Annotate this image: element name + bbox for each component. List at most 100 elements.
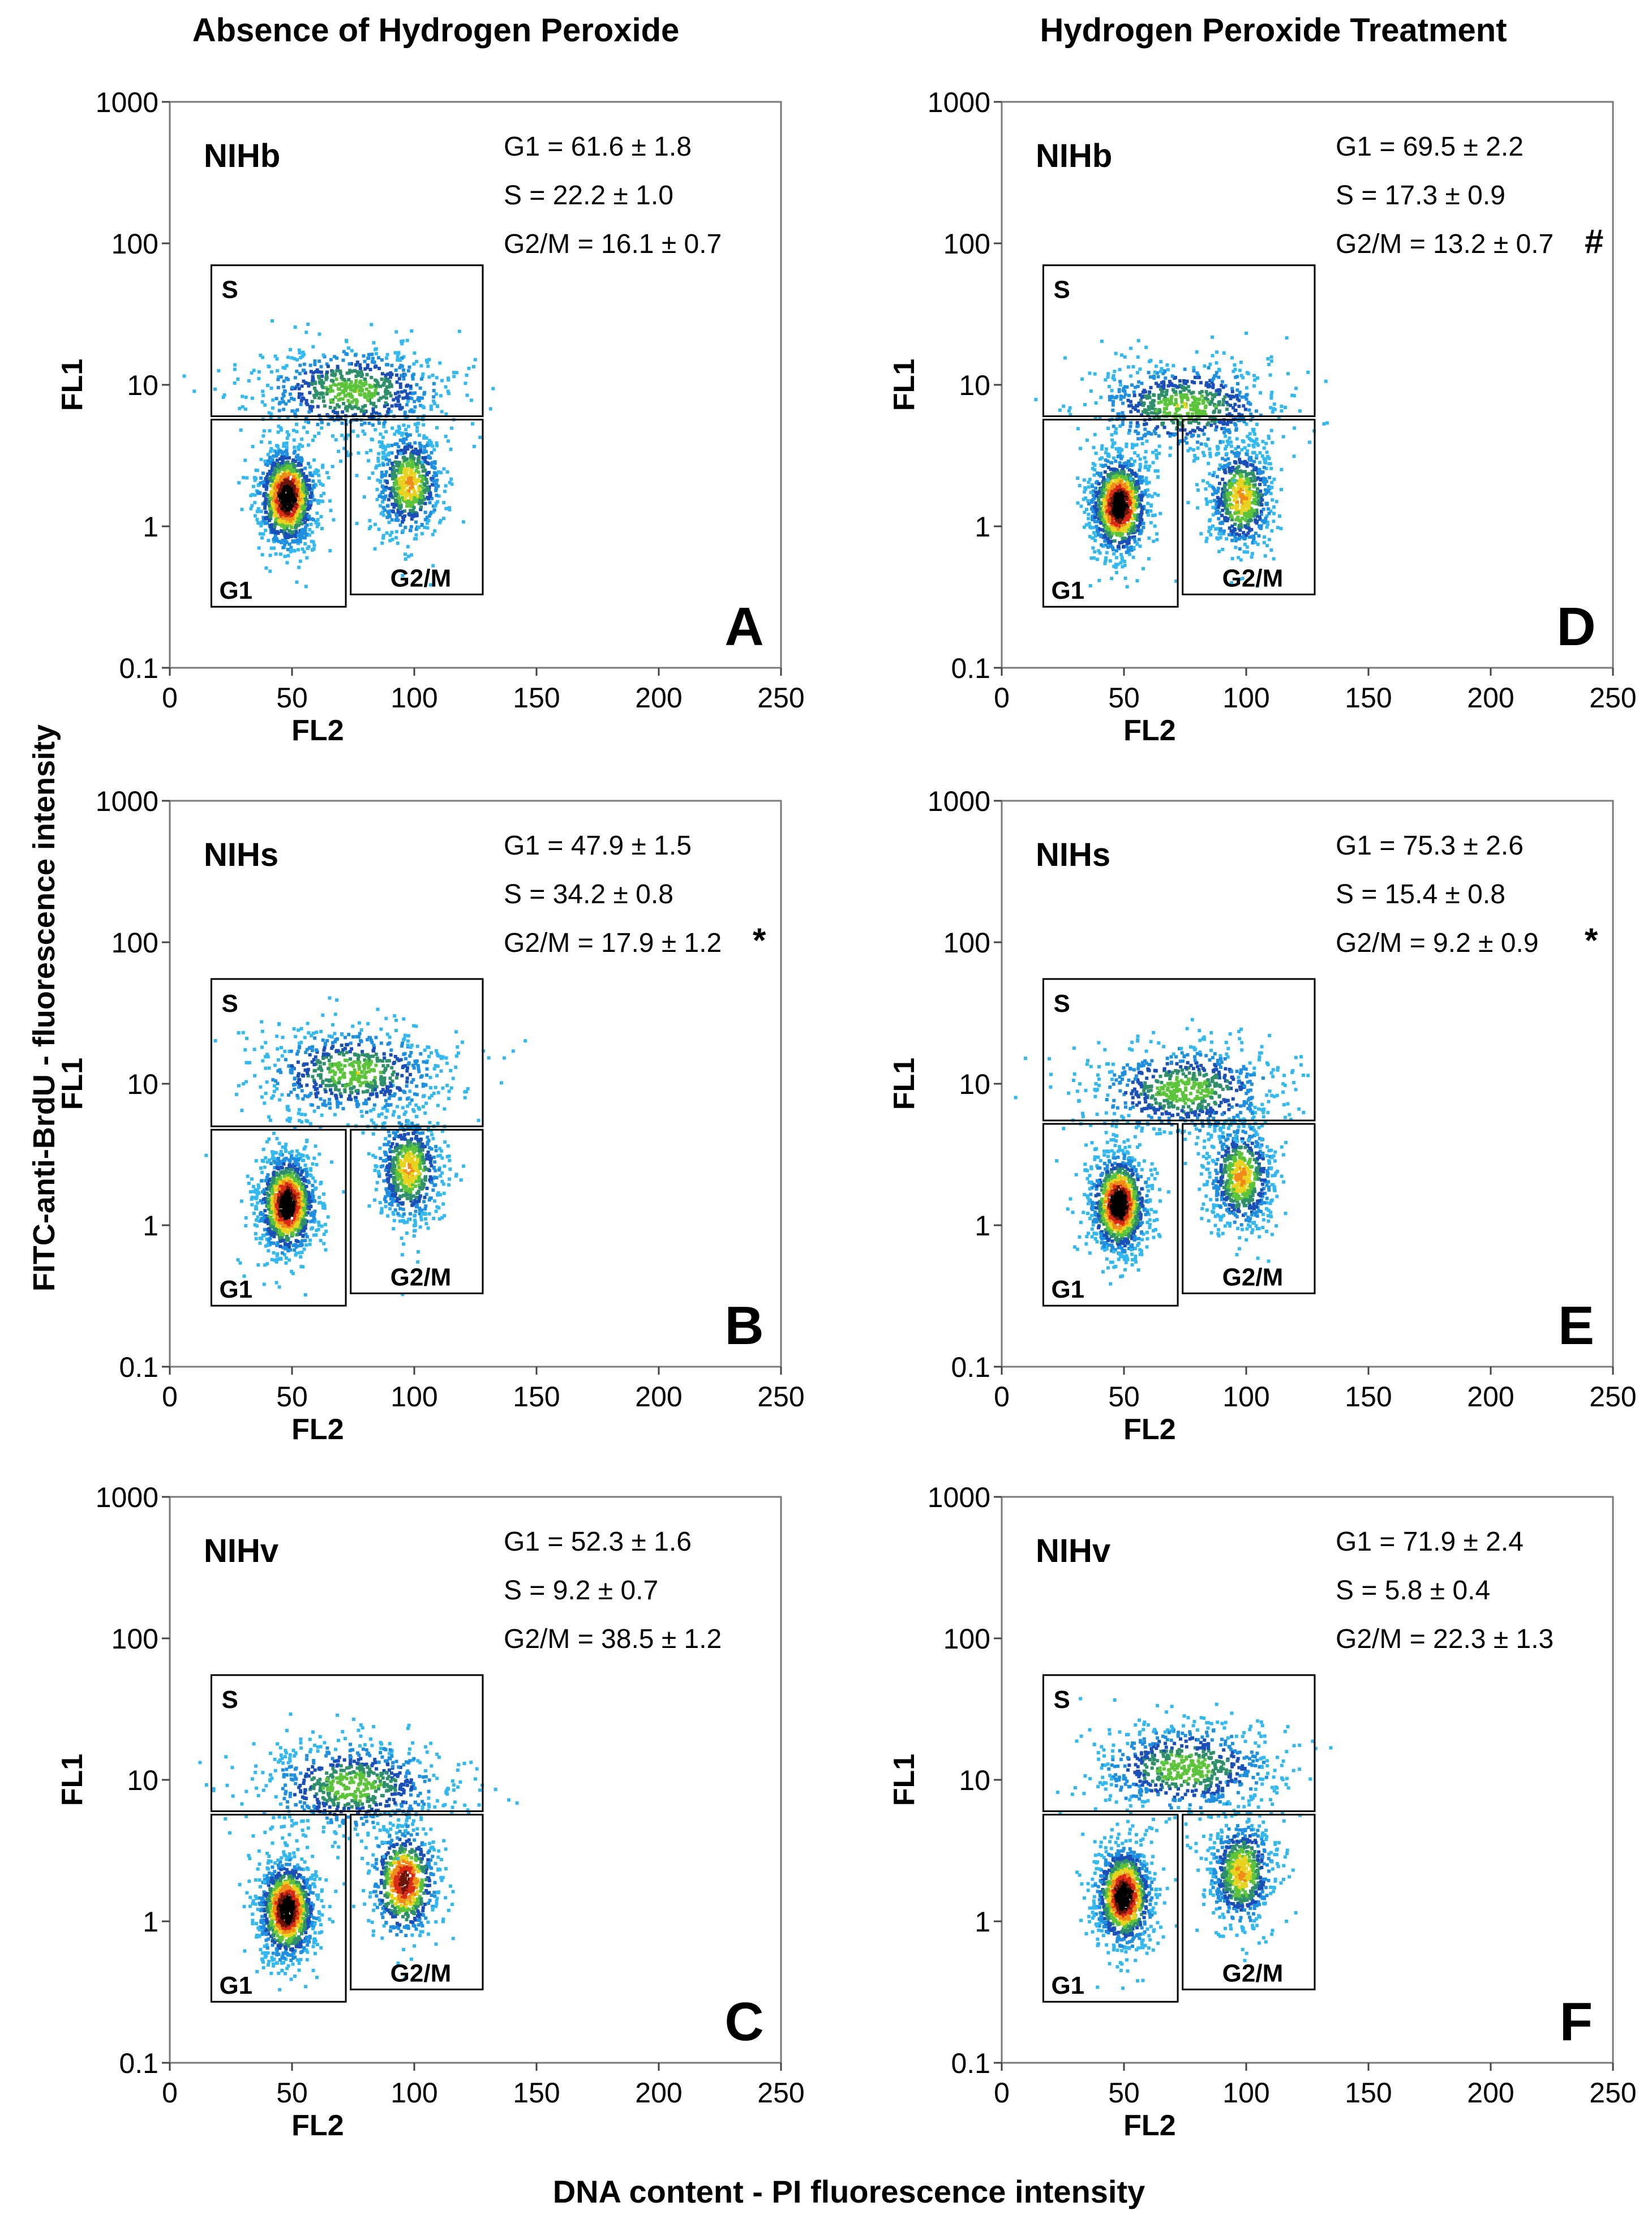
scatter-point-s [445, 1083, 449, 1087]
scatter-point-g2m [402, 1175, 406, 1179]
scatter-point-g2m [401, 573, 405, 577]
scatter-point-g1 [269, 1233, 273, 1237]
scatter-point-s [362, 1064, 366, 1068]
scatter-point-s [291, 428, 295, 432]
scatter-point-g1 [307, 462, 311, 466]
scatter-point-g2m [407, 512, 411, 516]
scatter-point-g1 [304, 1184, 308, 1188]
scatter-point-g2m [415, 462, 419, 466]
scatter-point-s [346, 1097, 350, 1101]
scatter-point-s [354, 1096, 358, 1100]
scatter-point-s [354, 389, 358, 393]
scatter-point-s [395, 1076, 399, 1080]
scatter-point-g2m [398, 1201, 402, 1205]
scatter-point-g1 [279, 511, 283, 515]
scatter-point-s [331, 398, 335, 402]
scatter-point-g2m [417, 479, 420, 483]
scatter-point-s [264, 1041, 268, 1045]
scatter-point-g2m [417, 1139, 421, 1143]
scatter-point-g1 [277, 511, 281, 515]
scatter-point-s [424, 1083, 428, 1087]
scatter-point-g1 [265, 1198, 269, 1201]
scatter-point-s [405, 403, 409, 407]
scatter-point-g2m [412, 1154, 416, 1158]
scatter-point-s [432, 389, 436, 393]
scatter-point-s [384, 401, 388, 405]
scatter-point-g2m [402, 470, 406, 474]
scatter-point-g1 [264, 1219, 268, 1223]
scatter-point-g1 [281, 475, 285, 479]
scatter-point-s [463, 1096, 467, 1100]
scatter-point-s [266, 1055, 270, 1059]
scatter-point-g1 [271, 1196, 274, 1200]
scatter-point-g1 [269, 496, 273, 500]
scatter-point-g2m [432, 508, 436, 512]
y-tick-label: 0.1 [119, 1351, 158, 1383]
scatter-point-g2m [410, 485, 414, 489]
scatter-point-g1 [290, 504, 294, 508]
scatter-point-g1 [277, 480, 281, 484]
scatter-point-g2m [391, 503, 394, 507]
scatter-point-g2m [408, 1164, 412, 1168]
scatter-point-s [234, 1092, 238, 1096]
scatter-point-g2m [402, 1164, 406, 1168]
scatter-point-g1 [260, 536, 264, 540]
scatter-point-g1 [277, 469, 281, 473]
scatter-point-g2m [430, 1181, 434, 1184]
scatter-point-s [309, 370, 313, 374]
scatter-point-g1 [252, 484, 256, 488]
scatter-point-g1 [275, 1205, 279, 1209]
scatter-point-s [278, 1070, 282, 1074]
scatter-point-s [368, 1054, 372, 1058]
scatter-point-s [454, 1065, 458, 1069]
x-tick-label: 50 [276, 1381, 308, 1413]
scatter-point-s [409, 384, 413, 388]
scatter-point-s [381, 1064, 385, 1068]
scatter-point-s [367, 421, 371, 425]
scatter-point-g2m [417, 525, 420, 529]
scatter-point-g2m [411, 1203, 415, 1207]
scatter-point-s [434, 392, 438, 396]
scatter-point-s [309, 1092, 313, 1096]
scatter-point-g1 [311, 1183, 315, 1187]
scatter-point-s [460, 1040, 464, 1044]
scatter-point-g1 [259, 1218, 263, 1222]
scatter-point-s [306, 323, 310, 327]
scatter-point-g1 [285, 1200, 289, 1204]
scatter-point-g1 [275, 1171, 279, 1175]
scatter-point-g2m [404, 1189, 407, 1193]
scatter-point-s [456, 1045, 460, 1049]
scatter-point-s [331, 389, 334, 393]
scatter-point-g2m [404, 525, 407, 529]
scatter-point-g2m [435, 493, 439, 497]
scatter-point-s [399, 1058, 403, 1062]
y-tick-label: 1 [143, 1210, 158, 1242]
scatter-point-s [259, 1085, 263, 1089]
scatter-point-s [356, 1089, 360, 1093]
scatter-point-g2m [398, 489, 402, 493]
scatter-point-s [487, 1056, 491, 1060]
scatter-point-s [296, 1074, 300, 1078]
scatter-point-g1 [303, 492, 307, 496]
scatter-point-g2m [384, 457, 388, 461]
scatter-point-s [298, 351, 302, 355]
scatter-point-g2m [440, 1171, 444, 1175]
scatter-point-g2m [419, 1215, 423, 1219]
scatter-point-s [308, 1046, 312, 1050]
scatter-point-g1 [302, 1224, 306, 1227]
scatter-point-s [321, 353, 325, 357]
scatter-point-g1 [266, 472, 270, 476]
scatter-point-g2m [394, 1171, 398, 1175]
scatter-point-s [293, 376, 297, 380]
scatter-point-g1 [305, 483, 309, 487]
scatter-point-g2m [384, 470, 388, 474]
scatter-point-s [319, 1067, 323, 1071]
scatter-point-g2m [377, 452, 381, 456]
scatter-point-s [333, 1072, 337, 1076]
scatter-point-g2m [411, 1160, 415, 1164]
scatter-point-g1 [297, 542, 301, 546]
scatter-point-g2m [443, 490, 447, 493]
scatter-point-s [391, 1113, 395, 1117]
scatter-point-g1 [320, 1224, 324, 1228]
scatter-point-s [347, 377, 351, 381]
